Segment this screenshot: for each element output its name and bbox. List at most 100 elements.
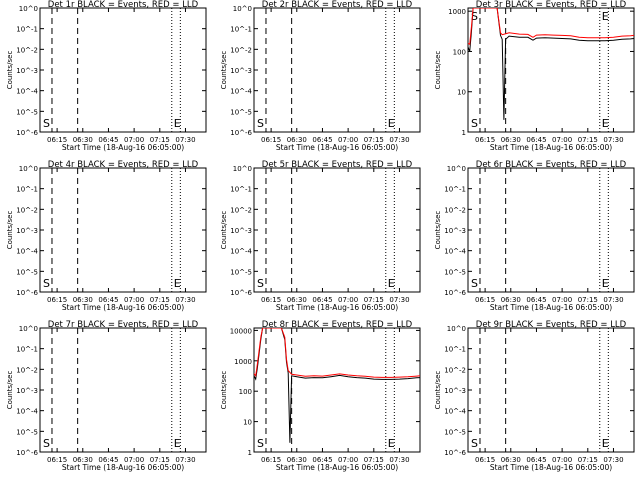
y-tick-label: 10^-2 [230, 46, 252, 54]
x-axis-label: Start Time (18-Aug-16 06:05:00) [276, 303, 398, 312]
y-tick-label: 10^-1 [444, 186, 466, 194]
y-tick-label: 10^-2 [230, 206, 252, 214]
x-axis-label: Start Time (18-Aug-16 06:05:00) [276, 143, 398, 152]
y-tick-label: 10^-4 [230, 248, 252, 256]
x-tick-label: 06:15 [475, 136, 495, 144]
x-tick-label: 06:30 [501, 296, 521, 304]
lld-series-line [254, 328, 420, 378]
y-tick-label: 10^-4 [16, 408, 38, 416]
marker-label: S [471, 117, 478, 130]
y-axis-label: Counts/sec [6, 51, 14, 90]
y-tick-label: 10^-5 [16, 428, 38, 436]
x-tick-label: 06:15 [475, 456, 495, 464]
y-tick-label: 10^-1 [230, 26, 252, 34]
x-tick-label: 06:45 [98, 456, 118, 464]
panel-title: Det 1r BLACK = Events, RED = LLD [48, 0, 199, 10]
panel-title: Det 9r BLACK = Events, RED = LLD [476, 320, 627, 330]
x-tick-label: 07:30 [175, 296, 195, 304]
marker-label-top: E [602, 10, 609, 23]
plot-frame [467, 7, 635, 133]
marker-label: S [257, 437, 264, 450]
y-tick-label: 10^-5 [444, 428, 466, 436]
x-axis-label: Start Time (18-Aug-16 06:05:00) [490, 143, 612, 152]
y-tick-label: 10 [243, 419, 252, 427]
plot-frame [39, 7, 207, 133]
y-tick-label: 10^-5 [16, 268, 38, 276]
y-tick-label: 10^-3 [230, 67, 252, 75]
x-tick-label: 07:30 [175, 136, 195, 144]
x-tick-label: 07:30 [603, 456, 623, 464]
lld-series-line [468, 8, 634, 46]
y-tick-label: 10^-3 [16, 67, 38, 75]
x-tick-label: 07:30 [389, 456, 409, 464]
x-tick-label: 07:15 [150, 136, 170, 144]
y-tick-label: 10^-1 [230, 186, 252, 194]
panel-title: Det 2r BLACK = Events, RED = LLD [262, 0, 413, 10]
marker-label: S [43, 117, 50, 130]
plot-frame [253, 7, 421, 133]
x-tick-label: 06:45 [312, 296, 332, 304]
x-tick-label: 07:30 [603, 296, 623, 304]
y-tick-label: 10000 [230, 327, 252, 335]
x-tick-label: 06:15 [47, 136, 67, 144]
x-tick-label: 06:45 [312, 136, 332, 144]
y-tick-label: 10^0 [19, 325, 38, 333]
panel-title: Det 4r BLACK = Events, RED = LLD [48, 160, 199, 170]
y-tick-label: 10^-6 [16, 449, 38, 457]
x-axis-label: Start Time (18-Aug-16 06:05:00) [490, 303, 612, 312]
x-axis-label: Start Time (18-Aug-16 06:05:00) [62, 303, 184, 312]
y-tick-label: 10^0 [19, 5, 38, 13]
marker-label: E [602, 437, 609, 450]
y-tick-label: 10^-2 [444, 206, 466, 214]
y-axis-label: Counts/sec [220, 371, 228, 410]
y-tick-label: 10^-6 [230, 129, 252, 137]
x-tick-label: 06:30 [287, 456, 307, 464]
y-tick-label: 10^-4 [444, 248, 466, 256]
x-tick-label: 06:15 [261, 136, 281, 144]
marker-label-top: S [471, 10, 478, 23]
detector-panel-6: Det 6r BLACK = Events, RED = LLD Counts/s… [434, 160, 635, 312]
events-series-line [254, 328, 420, 443]
y-tick-label: 10^-6 [444, 289, 466, 297]
marker-label: E [602, 277, 609, 290]
x-tick-label: 06:30 [287, 296, 307, 304]
x-tick-label: 06:45 [98, 296, 118, 304]
marker-label: S [257, 277, 264, 290]
x-tick-label: 07:30 [389, 296, 409, 304]
plot-frame [467, 167, 635, 293]
events-series-line [468, 8, 634, 120]
x-tick-label: 07:15 [578, 136, 598, 144]
x-tick-label: 07:00 [552, 136, 572, 144]
panel-title: Det 5r BLACK = Events, RED = LLD [262, 160, 413, 170]
marker-label: E [388, 117, 395, 130]
x-tick-label: 06:15 [261, 456, 281, 464]
marker-label: S [471, 437, 478, 450]
y-tick-label: 1000 [234, 358, 252, 366]
x-tick-label: 06:30 [287, 136, 307, 144]
x-tick-label: 07:15 [578, 456, 598, 464]
panel-title: Det 6r BLACK = Events, RED = LLD [476, 160, 627, 170]
x-tick-label: 07:00 [124, 296, 144, 304]
x-tick-label: 06:15 [475, 296, 495, 304]
plot-frame [467, 327, 635, 453]
marker-label: S [43, 437, 50, 450]
x-axis-label: Start Time (18-Aug-16 06:05:00) [276, 463, 398, 472]
y-tick-label: 10^-2 [16, 46, 38, 54]
x-tick-label: 07:15 [364, 136, 384, 144]
y-tick-label: 10^-2 [444, 366, 466, 374]
y-tick-label: 10^-3 [16, 387, 38, 395]
plot-frame [39, 167, 207, 293]
marker-label: E [388, 277, 395, 290]
plot-frame [253, 167, 421, 293]
y-tick-label: 10^-3 [230, 227, 252, 235]
y-axis-label: Counts/sec [220, 51, 228, 90]
x-tick-label: 07:00 [338, 136, 358, 144]
marker-label: E [174, 437, 181, 450]
y-tick-label: 10^-1 [16, 186, 38, 194]
y-tick-label: 10^-4 [230, 88, 252, 96]
marker-label: S [471, 277, 478, 290]
x-tick-label: 06:45 [98, 136, 118, 144]
x-tick-label: 06:15 [47, 296, 67, 304]
plot-frame [253, 327, 421, 453]
